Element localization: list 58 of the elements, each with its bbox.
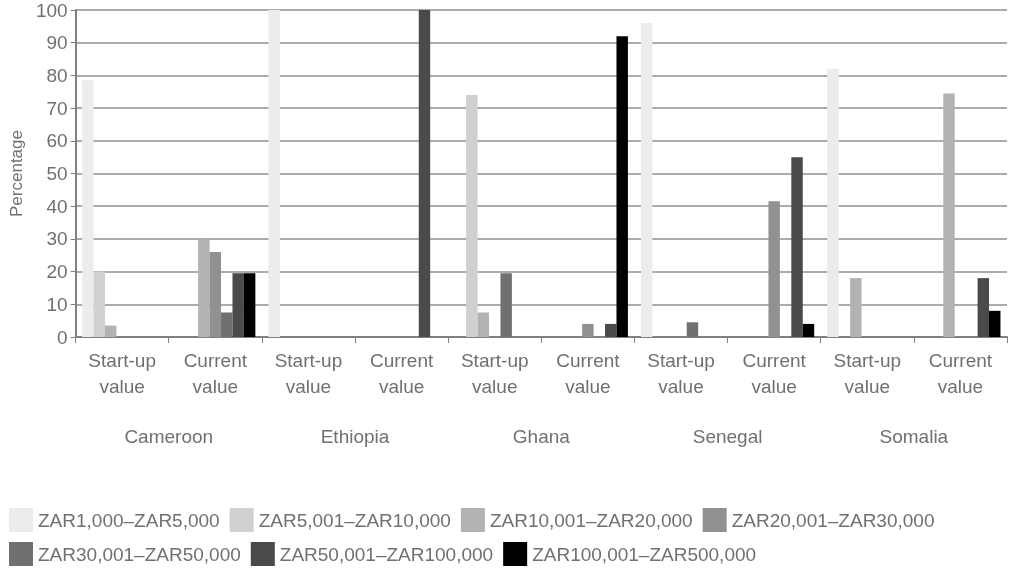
x-tick-label: Start-up value — [460, 349, 529, 397]
bar — [977, 278, 990, 337]
x-tick-label: Start-up value — [833, 349, 902, 397]
y-tick-label: 90 — [46, 32, 68, 54]
y-tick-label: 20 — [46, 261, 68, 283]
x-tick-label: Current value — [742, 349, 807, 397]
bar — [93, 271, 106, 337]
y-tick-label: 70 — [46, 97, 68, 119]
bar — [466, 95, 478, 337]
bar — [802, 323, 815, 337]
bar — [105, 325, 117, 337]
bar — [616, 36, 628, 337]
x-tick-label: Current value — [369, 349, 434, 397]
bar — [640, 23, 653, 337]
legend-label: ZAR30,001–ZAR50,000 — [38, 543, 241, 565]
legend-label: ZAR100,001–ZAR500,000 — [532, 543, 757, 565]
legend-label: ZAR5,001–ZAR10,000 — [258, 509, 451, 531]
bar — [232, 273, 244, 337]
legend-label: ZAR20,001–ZAR30,000 — [731, 509, 935, 531]
y-tick-label: 80 — [46, 64, 68, 86]
bar — [605, 323, 617, 337]
legend-label: ZAR50,001–ZAR100,000 — [279, 543, 494, 565]
y-tick-label: 10 — [46, 293, 68, 315]
y-tick-label: 40 — [46, 195, 68, 217]
y-tick-label: 100 — [35, 0, 68, 21]
text: Ghana — [512, 426, 571, 447]
bar — [827, 68, 839, 337]
x-tick-label: Current value — [928, 349, 993, 397]
legend-label: ZAR1,000–ZAR5,000 — [38, 509, 220, 531]
legend-label: ZAR10,001–ZAR20,000 — [489, 509, 693, 531]
x-tick-label: Start-up value — [647, 349, 715, 397]
bar — [686, 322, 699, 337]
text: Somalia — [879, 426, 949, 447]
y-tick-label: 0 — [57, 326, 68, 348]
x-tick-label: Start-up value — [274, 349, 343, 397]
bar — [943, 93, 955, 337]
bar — [243, 273, 256, 337]
y-tick-label: 50 — [46, 163, 68, 184]
y-tick-label: 30 — [46, 228, 68, 250]
bar — [582, 323, 594, 337]
x-tick-label: Current value — [556, 349, 621, 397]
text: Ethiopia — [320, 426, 390, 447]
bar — [989, 310, 1001, 337]
x-tick-label: Current value — [183, 349, 248, 397]
bar — [500, 273, 512, 337]
bar — [268, 10, 280, 337]
bar — [477, 312, 490, 337]
x-tick-label: Start-up value — [88, 349, 156, 397]
y-axis-title: Percentage — [7, 130, 26, 217]
bar — [791, 157, 803, 337]
y-tick-label: 60 — [46, 130, 68, 152]
bar — [221, 312, 233, 337]
bar — [82, 80, 94, 337]
text: Senegal — [692, 426, 763, 447]
bar — [198, 238, 210, 337]
text: Cameroon — [124, 426, 214, 447]
bar — [850, 278, 862, 337]
bar — [418, 10, 431, 337]
